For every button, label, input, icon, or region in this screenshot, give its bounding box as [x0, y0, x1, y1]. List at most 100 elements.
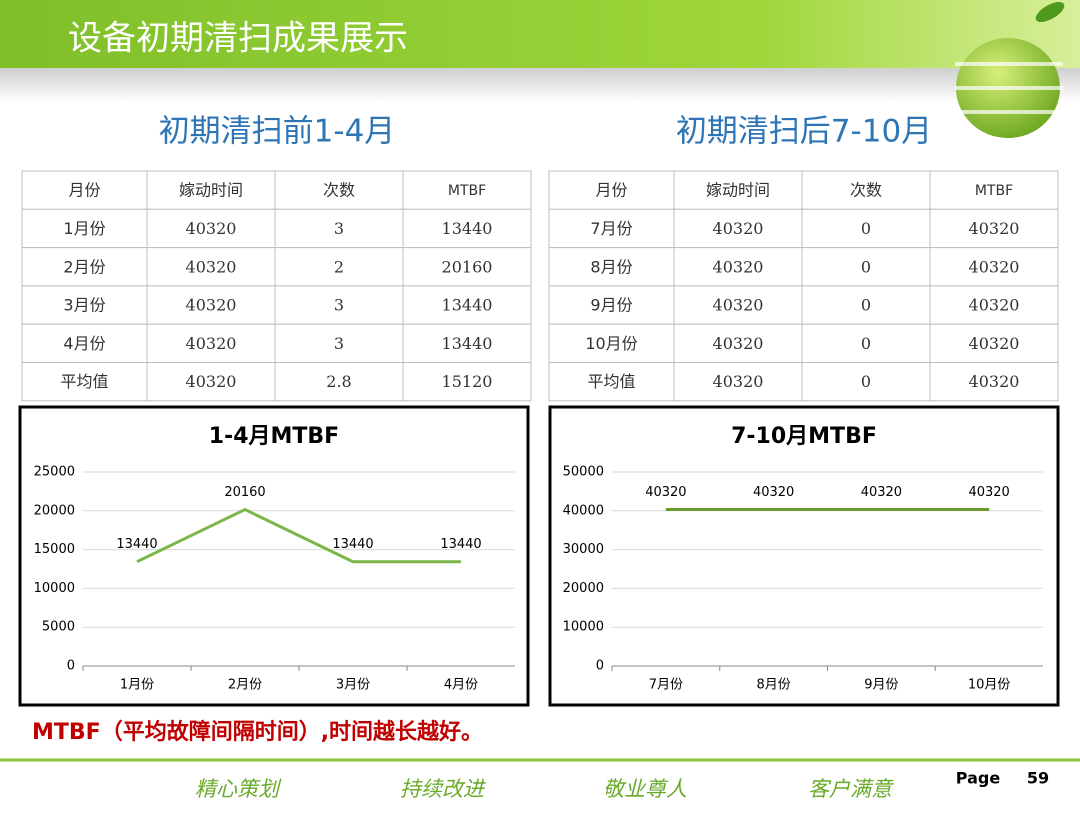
table-cell: [402, 247, 532, 287]
y-tick-label: 10000: [563, 620, 604, 635]
table-value: 3: [334, 296, 344, 315]
table-title: 初期清扫前1-4月: [159, 114, 396, 150]
page-label: Page: [956, 769, 1001, 788]
table-cell: [402, 170, 532, 210]
slogan: 敬业尊人: [603, 777, 687, 801]
table-cell: [929, 362, 1059, 402]
data-label: 40320: [645, 485, 686, 500]
table-value: 15120: [442, 372, 493, 391]
data-label: 13440: [440, 537, 481, 552]
table-cell: [21, 208, 148, 249]
slogan: 客户满意: [808, 777, 894, 801]
y-tick-label: 25000: [34, 465, 75, 480]
table-value: 0: [861, 372, 871, 391]
table-value: 40320: [186, 219, 237, 238]
column-header: 嫁动时间: [179, 181, 243, 200]
table-cell: [801, 323, 931, 364]
table-value: 13440: [442, 296, 493, 315]
table-value: 40320: [969, 257, 1020, 276]
table-value: 40320: [713, 219, 764, 238]
slogan: 持续改进: [400, 777, 486, 801]
table-value: 0: [861, 296, 871, 315]
table-cell: [801, 362, 931, 402]
column-header: 次数: [323, 181, 355, 200]
y-tick-label: 20000: [34, 503, 75, 518]
y-tick-label: 50000: [563, 465, 604, 480]
table-cell: [146, 247, 276, 287]
table-cell: [146, 323, 276, 364]
table-cell: [402, 323, 532, 364]
table-value: 40320: [969, 219, 1020, 238]
y-tick-label: 10000: [34, 581, 75, 596]
table-cell: [402, 362, 532, 402]
table-cell: [548, 285, 675, 325]
table-cell: [929, 285, 1059, 325]
table-cell: [673, 247, 803, 287]
table-title: 初期清扫后7-10月: [676, 114, 932, 150]
y-tick-label: 0: [596, 659, 604, 674]
data-line: [136, 507, 461, 564]
header-shadow: [0, 68, 1080, 102]
table-cell: [929, 323, 1059, 364]
chart-title: 7-10月MTBF: [731, 424, 877, 449]
note: MTBF（平均故障间隔时间）,时间越长越好。: [32, 719, 483, 745]
table-value: 40320: [713, 257, 764, 276]
table-cell: [548, 323, 675, 364]
table-cell: [402, 208, 532, 249]
y-tick-label: 20000: [563, 581, 604, 596]
column-header: 次数: [850, 181, 882, 200]
table-value: 0: [861, 219, 871, 238]
x-tick-label: 7月份: [649, 678, 683, 693]
table-value: 40320: [186, 296, 237, 315]
chart-title: 1-4月MTBF: [209, 424, 339, 449]
table-cell: [274, 362, 404, 402]
table-cell: [929, 247, 1059, 287]
data-label: 40320: [753, 485, 794, 500]
data-label: 40320: [968, 485, 1009, 500]
table-cell: [801, 285, 931, 325]
x-tick-label: 4月份: [444, 678, 478, 693]
table-value: 3月份: [63, 296, 105, 315]
slogan: 精心策划: [195, 777, 282, 801]
y-tick-label: 0: [67, 659, 75, 674]
data-label: 13440: [332, 537, 373, 552]
x-tick-label: 3月份: [336, 678, 370, 693]
table-value: 40320: [186, 334, 237, 353]
x-tick-label: 2月份: [228, 678, 262, 693]
table-value: 0: [861, 334, 871, 353]
y-tick-label: 30000: [563, 542, 604, 557]
table-value: 40320: [969, 372, 1020, 391]
table-cell: [146, 362, 276, 402]
table-cell: [21, 323, 148, 364]
table-value: 2: [334, 257, 344, 276]
table-cell: [673, 285, 803, 325]
table-value: 2月份: [63, 257, 105, 276]
x-tick-label: 1月份: [120, 678, 154, 693]
column-header: MTBF: [448, 183, 486, 199]
table-value: 40320: [186, 372, 237, 391]
data-label: 40320: [861, 485, 902, 500]
slide-title: 设备初期清扫成果展示: [68, 19, 408, 59]
column-header: 嫁动时间: [706, 181, 770, 200]
table-value: 13440: [442, 334, 493, 353]
column-header: 月份: [595, 181, 627, 200]
table-cell: [548, 247, 675, 287]
table-value: 10月份: [585, 334, 637, 353]
data-label: 20160: [224, 485, 265, 500]
table-value: 13440: [442, 219, 493, 238]
table-cell: [146, 170, 276, 210]
table-value: 1月份: [63, 219, 105, 238]
y-tick-label: 40000: [563, 503, 604, 518]
table-cell: [274, 170, 404, 210]
x-tick-label: 8月份: [756, 678, 790, 693]
table-cell: [274, 323, 404, 364]
table-value: 4月份: [63, 334, 105, 353]
table-cell: [548, 362, 675, 402]
y-tick-label: 15000: [34, 542, 75, 557]
chart-frame: [18, 405, 530, 707]
table-value: 40320: [713, 372, 764, 391]
y-tick-label: 5000: [42, 620, 75, 635]
table-value: 40320: [969, 296, 1020, 315]
